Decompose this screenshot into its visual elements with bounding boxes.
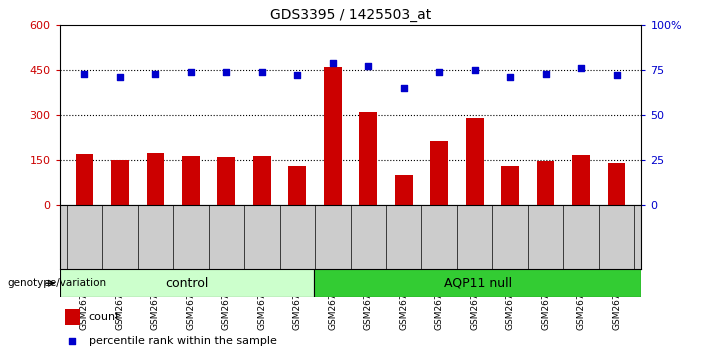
Point xyxy=(221,69,232,75)
Point xyxy=(79,71,90,76)
Point xyxy=(611,73,622,78)
Bar xyxy=(501,166,519,205)
Point xyxy=(469,67,480,73)
Point xyxy=(540,71,551,76)
Bar xyxy=(395,175,413,205)
Point xyxy=(576,65,587,71)
Text: AQP11 null: AQP11 null xyxy=(444,277,512,290)
Point xyxy=(505,74,516,80)
Text: count: count xyxy=(88,312,120,322)
Text: genotype/variation: genotype/variation xyxy=(7,278,106,288)
Bar xyxy=(430,141,448,205)
Point xyxy=(398,85,409,91)
Point xyxy=(67,338,78,344)
Point xyxy=(292,73,303,78)
Bar xyxy=(182,156,200,205)
Bar xyxy=(608,162,625,205)
Bar xyxy=(537,161,554,205)
Bar xyxy=(253,156,271,205)
Point xyxy=(256,69,267,75)
Bar xyxy=(572,155,590,205)
Point xyxy=(185,69,196,75)
Bar xyxy=(60,269,314,297)
Bar xyxy=(324,67,341,205)
Point xyxy=(114,74,125,80)
Bar xyxy=(465,118,484,205)
Title: GDS3395 / 1425503_at: GDS3395 / 1425503_at xyxy=(270,8,431,22)
Bar xyxy=(288,166,306,205)
Bar xyxy=(314,269,641,297)
Bar xyxy=(217,156,236,205)
Point xyxy=(362,63,374,69)
Text: percentile rank within the sample: percentile rank within the sample xyxy=(88,336,277,346)
Text: control: control xyxy=(165,277,209,290)
Bar xyxy=(147,153,164,205)
Point xyxy=(327,60,339,65)
Bar xyxy=(111,160,129,205)
Bar xyxy=(76,154,93,205)
Point xyxy=(150,71,161,76)
Bar xyxy=(360,112,377,205)
Point xyxy=(434,69,445,75)
Bar xyxy=(65,309,80,325)
